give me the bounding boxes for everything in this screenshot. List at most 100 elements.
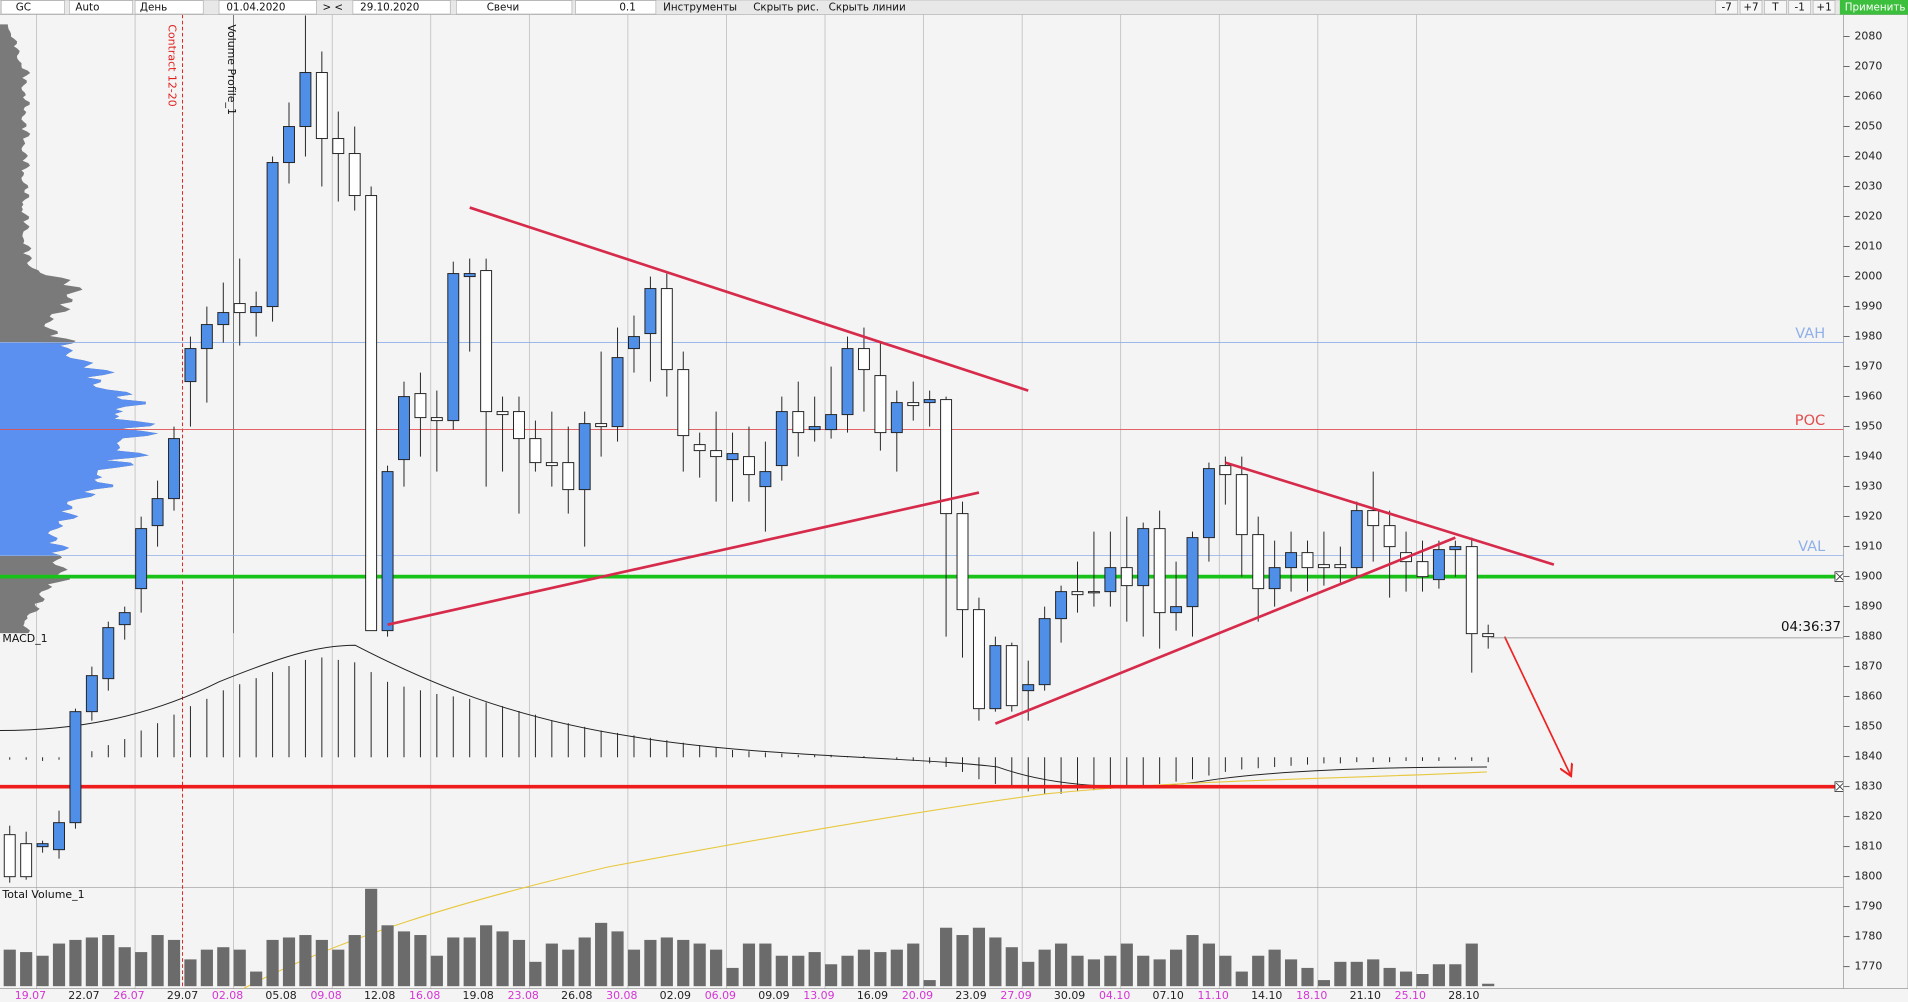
volume-bar: [332, 949, 345, 987]
candle-body: [743, 456, 755, 476]
apply-button[interactable]: [1839, 0, 1908, 15]
tools[interactable]: Инструменты: [663, 1, 737, 13]
volume-bar: [151, 935, 164, 987]
date-label: 09.09: [758, 989, 789, 1002]
toolbar-button-label[interactable]: -7: [1722, 1, 1732, 13]
toolbar-button-label[interactable]: T: [1771, 1, 1779, 13]
step-box[interactable]: [575, 0, 657, 15]
toolbar-button-label[interactable]: +1: [1816, 1, 1831, 13]
nav[interactable]: > <: [322, 1, 343, 13]
week-start-label: 06.09: [705, 989, 736, 1002]
volume-bar: [1383, 967, 1396, 987]
price-tick-label: 1940: [1854, 450, 1882, 463]
candle-body: [628, 336, 640, 350]
symbol-box[interactable]: [0, 0, 65, 15]
price-tick-label: 1850: [1854, 720, 1882, 733]
toolbar-button[interactable]: [1812, 0, 1836, 15]
candle-body: [644, 288, 657, 335]
candle-body: [1268, 567, 1281, 590]
candle-body: [299, 72, 312, 128]
average-line: [243, 771, 1488, 990]
trendline: [1224, 461, 1555, 566]
to-box[interactable]: [352, 0, 451, 15]
volume-bar: [250, 971, 263, 987]
mode[interactable]: Auto: [75, 1, 99, 13]
hide-drawings[interactable]: Скрыть рис.: [753, 1, 819, 13]
week-start-label: 26.07: [113, 989, 144, 1002]
candle-body: [414, 393, 427, 419]
period[interactable]: День: [140, 1, 167, 13]
volume-bar: [20, 952, 33, 987]
apply-label[interactable]: Применить: [1845, 1, 1906, 13]
candle-body: [1038, 618, 1051, 686]
mode-box[interactable]: [69, 0, 133, 15]
price-axis: [1843, 14, 1908, 989]
macd-label: MACD_1: [2, 632, 47, 645]
style[interactable]: Свечи: [487, 1, 519, 13]
volume-bar: [184, 959, 197, 987]
volume-bar: [1268, 949, 1281, 987]
candle-body: [940, 399, 953, 515]
candle-body: [890, 402, 903, 434]
trendline: [994, 536, 1456, 725]
week-start-bg: [498, 989, 536, 1002]
to-date[interactable]: 29.10.2020: [360, 1, 419, 13]
candle-body: [135, 528, 148, 590]
volume-bar: [726, 967, 739, 987]
toolbar-button-label[interactable]: +7: [1743, 1, 1758, 13]
candle-body: [660, 288, 673, 371]
candle-body: [989, 645, 1002, 710]
candle-body: [184, 348, 197, 383]
week-start-bg: [794, 989, 832, 1002]
date-label: 28.10: [1448, 989, 1479, 1002]
candle-body: [3, 834, 16, 878]
price-tick-label: 2060: [1854, 90, 1882, 103]
toolbar-button-label[interactable]: -1: [1795, 1, 1805, 13]
volume-bar: [1432, 964, 1445, 987]
from-box[interactable]: [218, 0, 317, 15]
candle-body: [595, 423, 608, 428]
volume-bar: [1284, 959, 1298, 987]
volume-bar: [825, 964, 838, 987]
price-tick-label: 1840: [1854, 750, 1882, 763]
volume-bar: [217, 947, 230, 987]
period-box[interactable]: [134, 0, 204, 15]
volume-bar: [775, 955, 788, 987]
volume-bar: [200, 949, 213, 987]
candle-body: [1317, 564, 1330, 569]
toolbar-button[interactable]: [1715, 0, 1738, 15]
volume-bar: [381, 925, 394, 987]
trendline: [387, 491, 980, 626]
step[interactable]: 0.1: [619, 1, 635, 13]
week-start-bg: [1188, 989, 1226, 1002]
volume-bar: [1186, 935, 1199, 987]
style-box[interactable]: [456, 0, 573, 15]
toolbar-button[interactable]: [1788, 0, 1811, 15]
volume-bar: [3, 949, 16, 987]
hide-lines[interactable]: Скрыть линии: [829, 1, 906, 13]
volume-bar: [545, 943, 558, 987]
candle-body: [1153, 528, 1166, 614]
candle-body: [808, 426, 821, 431]
price-tick-label: 1930: [1854, 480, 1882, 493]
candle-body: [545, 462, 558, 467]
toolbar-button[interactable]: [1764, 0, 1787, 15]
from-date[interactable]: 01.04.2020: [226, 1, 285, 13]
contract-label: Contract 12-20: [166, 24, 179, 106]
level-label: VAH: [1795, 325, 1825, 342]
week-start-bg: [991, 989, 1029, 1002]
volume-bar: [1399, 971, 1413, 987]
volume-bar: [1367, 959, 1380, 987]
candle-body: [430, 417, 443, 422]
volume-bar: [710, 949, 723, 987]
price-tick-label: 1780: [1854, 930, 1882, 943]
candle-body: [168, 438, 180, 500]
volume-bar: [989, 937, 1002, 987]
week-start-label: 19.07: [15, 989, 46, 1002]
date-label: 30.09: [1054, 989, 1085, 1002]
symbol[interactable]: GC: [16, 1, 31, 13]
toolbar-button[interactable]: [1739, 0, 1763, 15]
candle-body: [1367, 510, 1380, 527]
